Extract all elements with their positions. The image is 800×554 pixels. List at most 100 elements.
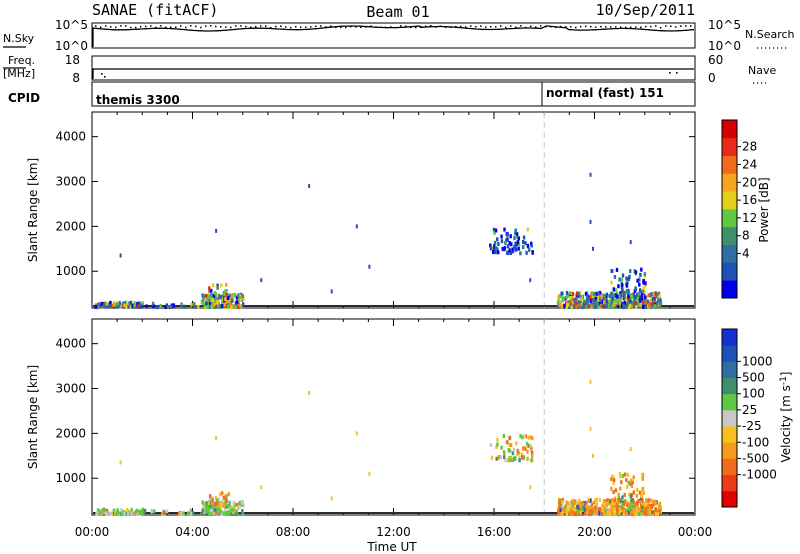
- power-colorbar-swatch-7: [722, 155, 737, 174]
- velocity-point-716: [570, 510, 573, 515]
- nsearch-dot-66: [425, 25, 427, 28]
- nsearch-dot-27: [230, 26, 232, 29]
- nsearch-dot-82: [505, 26, 507, 29]
- nsearch-dot-52: [355, 26, 357, 28]
- velocity-point-412: [628, 512, 631, 516]
- power-point-622: [578, 290, 582, 295]
- nsearch-dot-81: [500, 25, 502, 27]
- time-axis-labels: 00:00 04:00 08:00 12:00 16:00 20:00 00:00: [75, 525, 713, 539]
- velocity-point-488: [618, 505, 621, 510]
- velocity-point-182: [219, 509, 223, 514]
- power-point-372: [658, 297, 661, 302]
- velocity-point-122: [238, 504, 241, 509]
- velocity-point-155: [205, 507, 209, 512]
- nsearch-dot-32: [255, 25, 257, 28]
- nsearch-dot-2: [105, 25, 107, 27]
- velocity-point-98: [229, 505, 232, 510]
- power-point-672: [558, 303, 562, 308]
- power-point-235: [216, 283, 219, 288]
- velocity-colorbar-label: Velocity [m s-1]: [779, 372, 793, 463]
- velocity-point-674: [594, 505, 597, 510]
- power-point-645: [639, 301, 642, 306]
- velocity-point-316: [506, 440, 509, 445]
- power-point-748: [592, 304, 595, 309]
- nsearch-dot-8: [135, 26, 137, 29]
- power-point-32: [124, 300, 128, 305]
- nsearch-dot-9: [140, 25, 142, 28]
- power-point-801: [642, 279, 645, 283]
- power-colorbar-tick-label-1: 8: [742, 229, 750, 243]
- velocity-point-128: [234, 502, 237, 507]
- nsearch-dot-14: [165, 26, 167, 28]
- velocity-point-519: [604, 504, 608, 509]
- power-point-765: [630, 295, 634, 300]
- power-ylabel: Slant Range [km]: [26, 158, 40, 262]
- velocity-point-239: [219, 502, 222, 507]
- power-point-536: [567, 293, 570, 298]
- velocity-point-222: [217, 504, 220, 508]
- velocity-point-224: [221, 491, 224, 496]
- power-point-597: [598, 301, 602, 306]
- power-point-17: [127, 301, 131, 306]
- nsearch-dot-19: [190, 25, 192, 27]
- power-point-751: [638, 288, 642, 293]
- velocity-point-670: [561, 500, 564, 504]
- power-point-294: [497, 242, 500, 246]
- velocity-ytick-label-0: 1000: [55, 471, 86, 485]
- nave-tick-bottom: 0: [708, 71, 716, 85]
- velocity-point-198: [223, 511, 226, 516]
- power-point-797: [625, 276, 628, 281]
- power-point-759: [627, 277, 630, 281]
- power-point-824: [368, 264, 371, 269]
- power-point-698: [632, 303, 635, 308]
- power-point-67: [116, 301, 120, 306]
- velocity-point-503: [641, 510, 644, 514]
- power-point-745: [610, 291, 613, 296]
- power-point-499: [631, 304, 634, 309]
- power-point-658: [585, 301, 588, 305]
- power-colorbar-swatch-3: [722, 226, 737, 245]
- power-point-789: [638, 282, 641, 287]
- nsky-trace: [92, 25, 695, 47]
- nsearch-dot-16: [175, 26, 177, 28]
- velocity-point-102: [233, 505, 236, 510]
- nsearch-dot-93: [560, 25, 562, 28]
- velocity-point-188: [233, 510, 236, 515]
- power-point-184: [205, 293, 208, 298]
- power-point-191: [227, 296, 230, 300]
- power-point-310: [494, 228, 498, 233]
- power-point-151: [206, 304, 209, 309]
- power-point-251: [183, 304, 186, 309]
- power-point-578: [589, 299, 593, 303]
- station-title: SANAE (fitACF): [92, 1, 218, 19]
- power-point-828: [592, 246, 594, 251]
- nsearch-dot-69: [440, 25, 442, 27]
- power-point-198: [211, 302, 214, 307]
- power-point-424: [594, 293, 597, 298]
- velocity-point-673: [581, 502, 585, 507]
- power-point-247: [159, 304, 162, 308]
- power-point-675: [603, 295, 606, 300]
- power-colorbar-swatch-0: [722, 280, 737, 299]
- power-point-248: [168, 305, 171, 310]
- velocity-point-712: [586, 507, 589, 512]
- power-point-582: [591, 297, 594, 302]
- nsearch-dot-41: [300, 26, 302, 28]
- power-point-764: [640, 296, 644, 301]
- nsearch-dot-17: [180, 25, 182, 27]
- nsearch-dot-90: [545, 26, 547, 28]
- velocity-point-230: [222, 495, 226, 500]
- velocity-point-725: [622, 509, 625, 514]
- power-point-681: [605, 299, 608, 304]
- velocity-point-722: [581, 507, 584, 512]
- velocity-point-328: [530, 458, 533, 463]
- velocity-point-184: [242, 503, 245, 508]
- power-point-240: [180, 302, 183, 307]
- power-point-692: [569, 300, 573, 305]
- power-point-794: [625, 283, 629, 288]
- velocity-point-192: [233, 508, 236, 513]
- power-ytick-label-3: 4000: [55, 130, 86, 144]
- nsearch-dot-80: [495, 26, 497, 28]
- nsearch-dot-40: [295, 25, 297, 28]
- velocity-point-203: [210, 512, 213, 517]
